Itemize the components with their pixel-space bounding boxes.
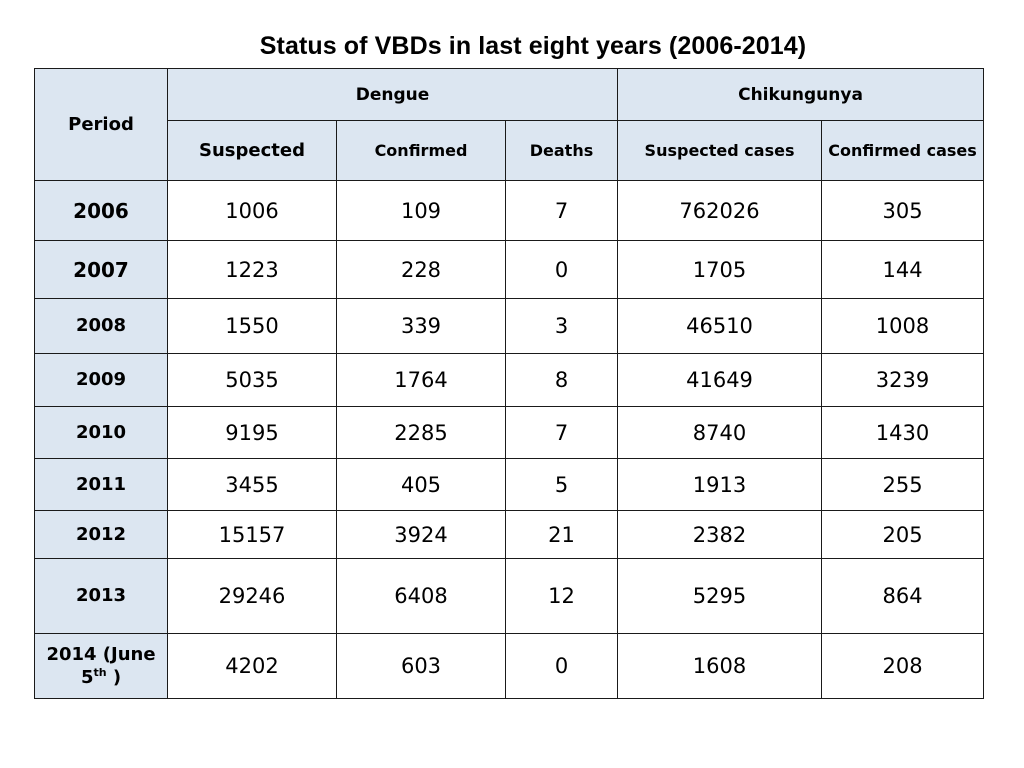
chik-confirmed-cell: 3239 bbox=[821, 353, 985, 407]
dengue-suspected-cell: 1006 bbox=[167, 180, 337, 241]
period-cell: 2013 bbox=[34, 558, 168, 634]
dengue-confirmed-cell: 109 bbox=[336, 180, 506, 241]
dengue-suspected-cell: 9195 bbox=[167, 406, 337, 459]
period-cell: 2011 bbox=[34, 458, 168, 511]
header-period: Period bbox=[34, 68, 168, 181]
chik-suspected-cell: 46510 bbox=[617, 298, 823, 354]
table-row: 2010 9195 2285 7 8740 1430 bbox=[34, 406, 985, 459]
dengue-deaths-cell: 21 bbox=[504, 510, 619, 559]
dengue-suspected-cell: 3455 bbox=[167, 458, 337, 511]
period-cell: 2006 bbox=[34, 180, 168, 241]
dengue-deaths-cell: 0 bbox=[504, 240, 619, 299]
dengue-deaths-cell: 3 bbox=[504, 298, 619, 354]
header-chik-confirmed: Confirmed cases bbox=[821, 120, 985, 181]
chik-confirmed-cell: 208 bbox=[821, 633, 985, 699]
table-row: 2007 1223 228 0 1705 144 bbox=[34, 240, 985, 299]
period-cell: 2012 bbox=[34, 510, 168, 559]
dengue-confirmed-cell: 1764 bbox=[336, 353, 506, 407]
dengue-suspected-cell: 29246 bbox=[167, 558, 337, 634]
page-title: Status of VBDs in last eight years (2006… bbox=[259, 32, 807, 60]
chik-suspected-cell: 2382 bbox=[617, 510, 823, 559]
chik-suspected-cell: 1705 bbox=[617, 240, 823, 299]
period-main-text: 2014 (June bbox=[46, 643, 156, 665]
dengue-suspected-cell: 5035 bbox=[167, 353, 337, 407]
period-ordinal-suffix: th bbox=[93, 665, 107, 679]
period-day-number: 5 bbox=[80, 666, 94, 688]
dengue-confirmed-cell: 339 bbox=[336, 298, 506, 354]
chik-confirmed-cell: 205 bbox=[821, 510, 985, 559]
table-row: 2013 29246 6408 12 5295 864 bbox=[34, 558, 985, 634]
chik-suspected-cell: 762026 bbox=[617, 180, 823, 241]
dengue-confirmed-cell: 3924 bbox=[336, 510, 506, 559]
dengue-deaths-cell: 0 bbox=[504, 633, 619, 699]
table-row: 2008 1550 339 3 46510 1008 bbox=[34, 298, 985, 354]
header-chikungunya: Chikungunya bbox=[617, 68, 985, 121]
chik-confirmed-cell: 305 bbox=[821, 180, 985, 241]
dengue-deaths-cell: 8 bbox=[504, 353, 619, 407]
table-row: 2012 15157 3924 21 2382 205 bbox=[34, 510, 985, 559]
period-cell: 2007 bbox=[34, 240, 168, 299]
dengue-suspected-cell: 15157 bbox=[167, 510, 337, 559]
dengue-confirmed-cell: 6408 bbox=[336, 558, 506, 634]
dengue-deaths-cell: 12 bbox=[504, 558, 619, 634]
chik-confirmed-cell: 144 bbox=[821, 240, 985, 299]
table-row: 2014 (June 5th ) 4202 603 0 1608 208 bbox=[34, 633, 985, 699]
header-dengue-confirmed: Confirmed bbox=[336, 120, 506, 181]
chik-confirmed-cell: 864 bbox=[821, 558, 985, 634]
chik-confirmed-cell: 1008 bbox=[821, 298, 985, 354]
table-row: 2009 5035 1764 8 41649 3239 bbox=[34, 353, 985, 407]
header-dengue-suspected: Suspected bbox=[167, 120, 337, 181]
chik-suspected-cell: 1913 bbox=[617, 458, 823, 511]
vbd-status-table: Period Dengue Chikungunya Suspected Conf… bbox=[34, 68, 985, 699]
dengue-suspected-cell: 4202 bbox=[167, 633, 337, 699]
dengue-confirmed-cell: 2285 bbox=[336, 406, 506, 459]
period-cell: 2009 bbox=[34, 353, 168, 407]
dengue-confirmed-cell: 603 bbox=[336, 633, 506, 699]
table-row: 2006 1006 109 7 762026 305 bbox=[34, 180, 985, 241]
header-chik-suspected: Suspected cases bbox=[617, 120, 823, 181]
chik-suspected-cell: 41649 bbox=[617, 353, 823, 407]
dengue-deaths-cell: 7 bbox=[504, 406, 619, 459]
dengue-suspected-cell: 1223 bbox=[167, 240, 337, 299]
period-tail-text: ) bbox=[106, 666, 122, 688]
dengue-confirmed-cell: 405 bbox=[336, 458, 506, 511]
chik-confirmed-cell: 255 bbox=[821, 458, 985, 511]
header-dengue: Dengue bbox=[166, 68, 619, 121]
chik-suspected-cell: 1608 bbox=[617, 633, 823, 699]
chik-suspected-cell: 5295 bbox=[617, 558, 823, 634]
chik-confirmed-cell: 1430 bbox=[821, 406, 985, 459]
dengue-suspected-cell: 1550 bbox=[167, 298, 337, 354]
dengue-confirmed-cell: 228 bbox=[336, 240, 506, 299]
period-cell: 2008 bbox=[34, 298, 168, 354]
period-cell: 2010 bbox=[34, 406, 168, 459]
chik-suspected-cell: 8740 bbox=[617, 406, 823, 459]
dengue-deaths-cell: 5 bbox=[504, 458, 619, 511]
table-row: 2011 3455 405 5 1913 255 bbox=[34, 458, 985, 511]
header-dengue-deaths: Deaths bbox=[504, 120, 619, 181]
period-cell: 2014 (June 5th ) bbox=[34, 633, 168, 699]
dengue-deaths-cell: 7 bbox=[504, 180, 619, 241]
